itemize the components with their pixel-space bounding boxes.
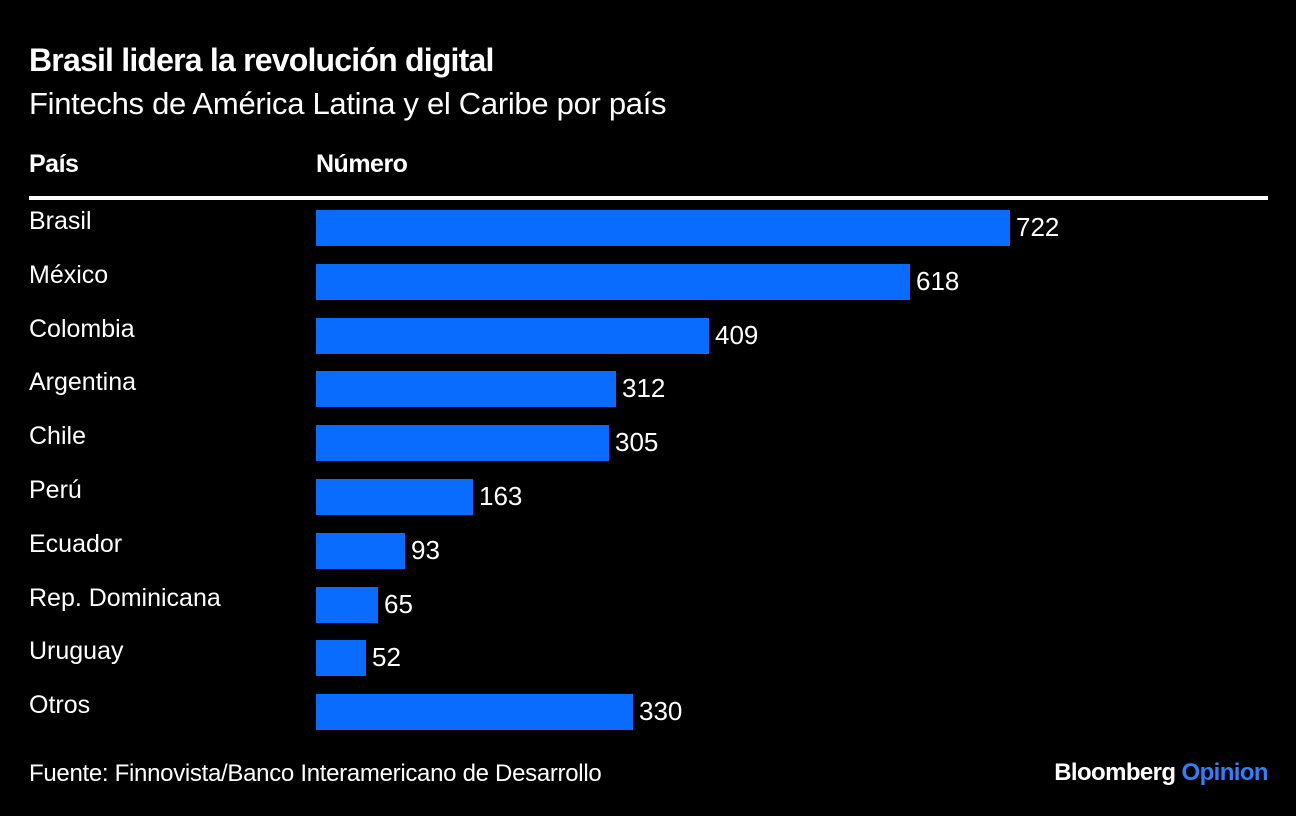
bar: [316, 694, 633, 730]
bar: [316, 479, 473, 515]
brand-logo: Bloomberg Opinion: [1054, 759, 1268, 787]
bar: [316, 640, 366, 676]
brand-main: Bloomberg: [1054, 759, 1176, 786]
value-label: 618: [916, 266, 960, 296]
category-label: Uruguay: [29, 637, 124, 665]
category-label: Chile: [29, 422, 86, 450]
chart-subtitle: Fintechs de América Latina y el Caribe p…: [29, 86, 667, 121]
brand-accent: Opinion: [1181, 759, 1269, 786]
value-label: 330: [639, 696, 683, 726]
category-label: Otros: [29, 691, 91, 719]
column-header-number: Número: [316, 150, 408, 178]
category-label: Brasil: [29, 207, 92, 235]
value-label: 305: [615, 427, 659, 457]
bar: [316, 371, 616, 407]
column-header-country: País: [29, 150, 79, 178]
source-note: Fuente: Finnovista/Banco Interamericano …: [29, 760, 602, 787]
value-label: 52: [372, 642, 401, 672]
category-label: Colombia: [29, 315, 135, 343]
value-label: 65: [384, 589, 413, 619]
value-label: 409: [715, 320, 759, 350]
bar: [316, 425, 609, 461]
value-label: 93: [411, 535, 440, 565]
category-label: Argentina: [29, 368, 137, 396]
category-label: Ecuador: [29, 530, 123, 558]
value-label: 722: [1016, 212, 1060, 242]
category-label: Rep. Dominicana: [29, 584, 221, 612]
chart-title: Brasil lidera la revolución digital: [29, 42, 494, 78]
value-label: 312: [622, 373, 666, 403]
bar: [316, 587, 378, 623]
category-label: México: [29, 261, 109, 289]
bar: [316, 533, 405, 569]
header-rule: [29, 196, 1268, 200]
bar: [316, 210, 1010, 246]
bar: [316, 264, 910, 300]
bar: [316, 318, 709, 354]
value-label: 163: [479, 481, 523, 511]
category-label: Perú: [29, 476, 82, 504]
